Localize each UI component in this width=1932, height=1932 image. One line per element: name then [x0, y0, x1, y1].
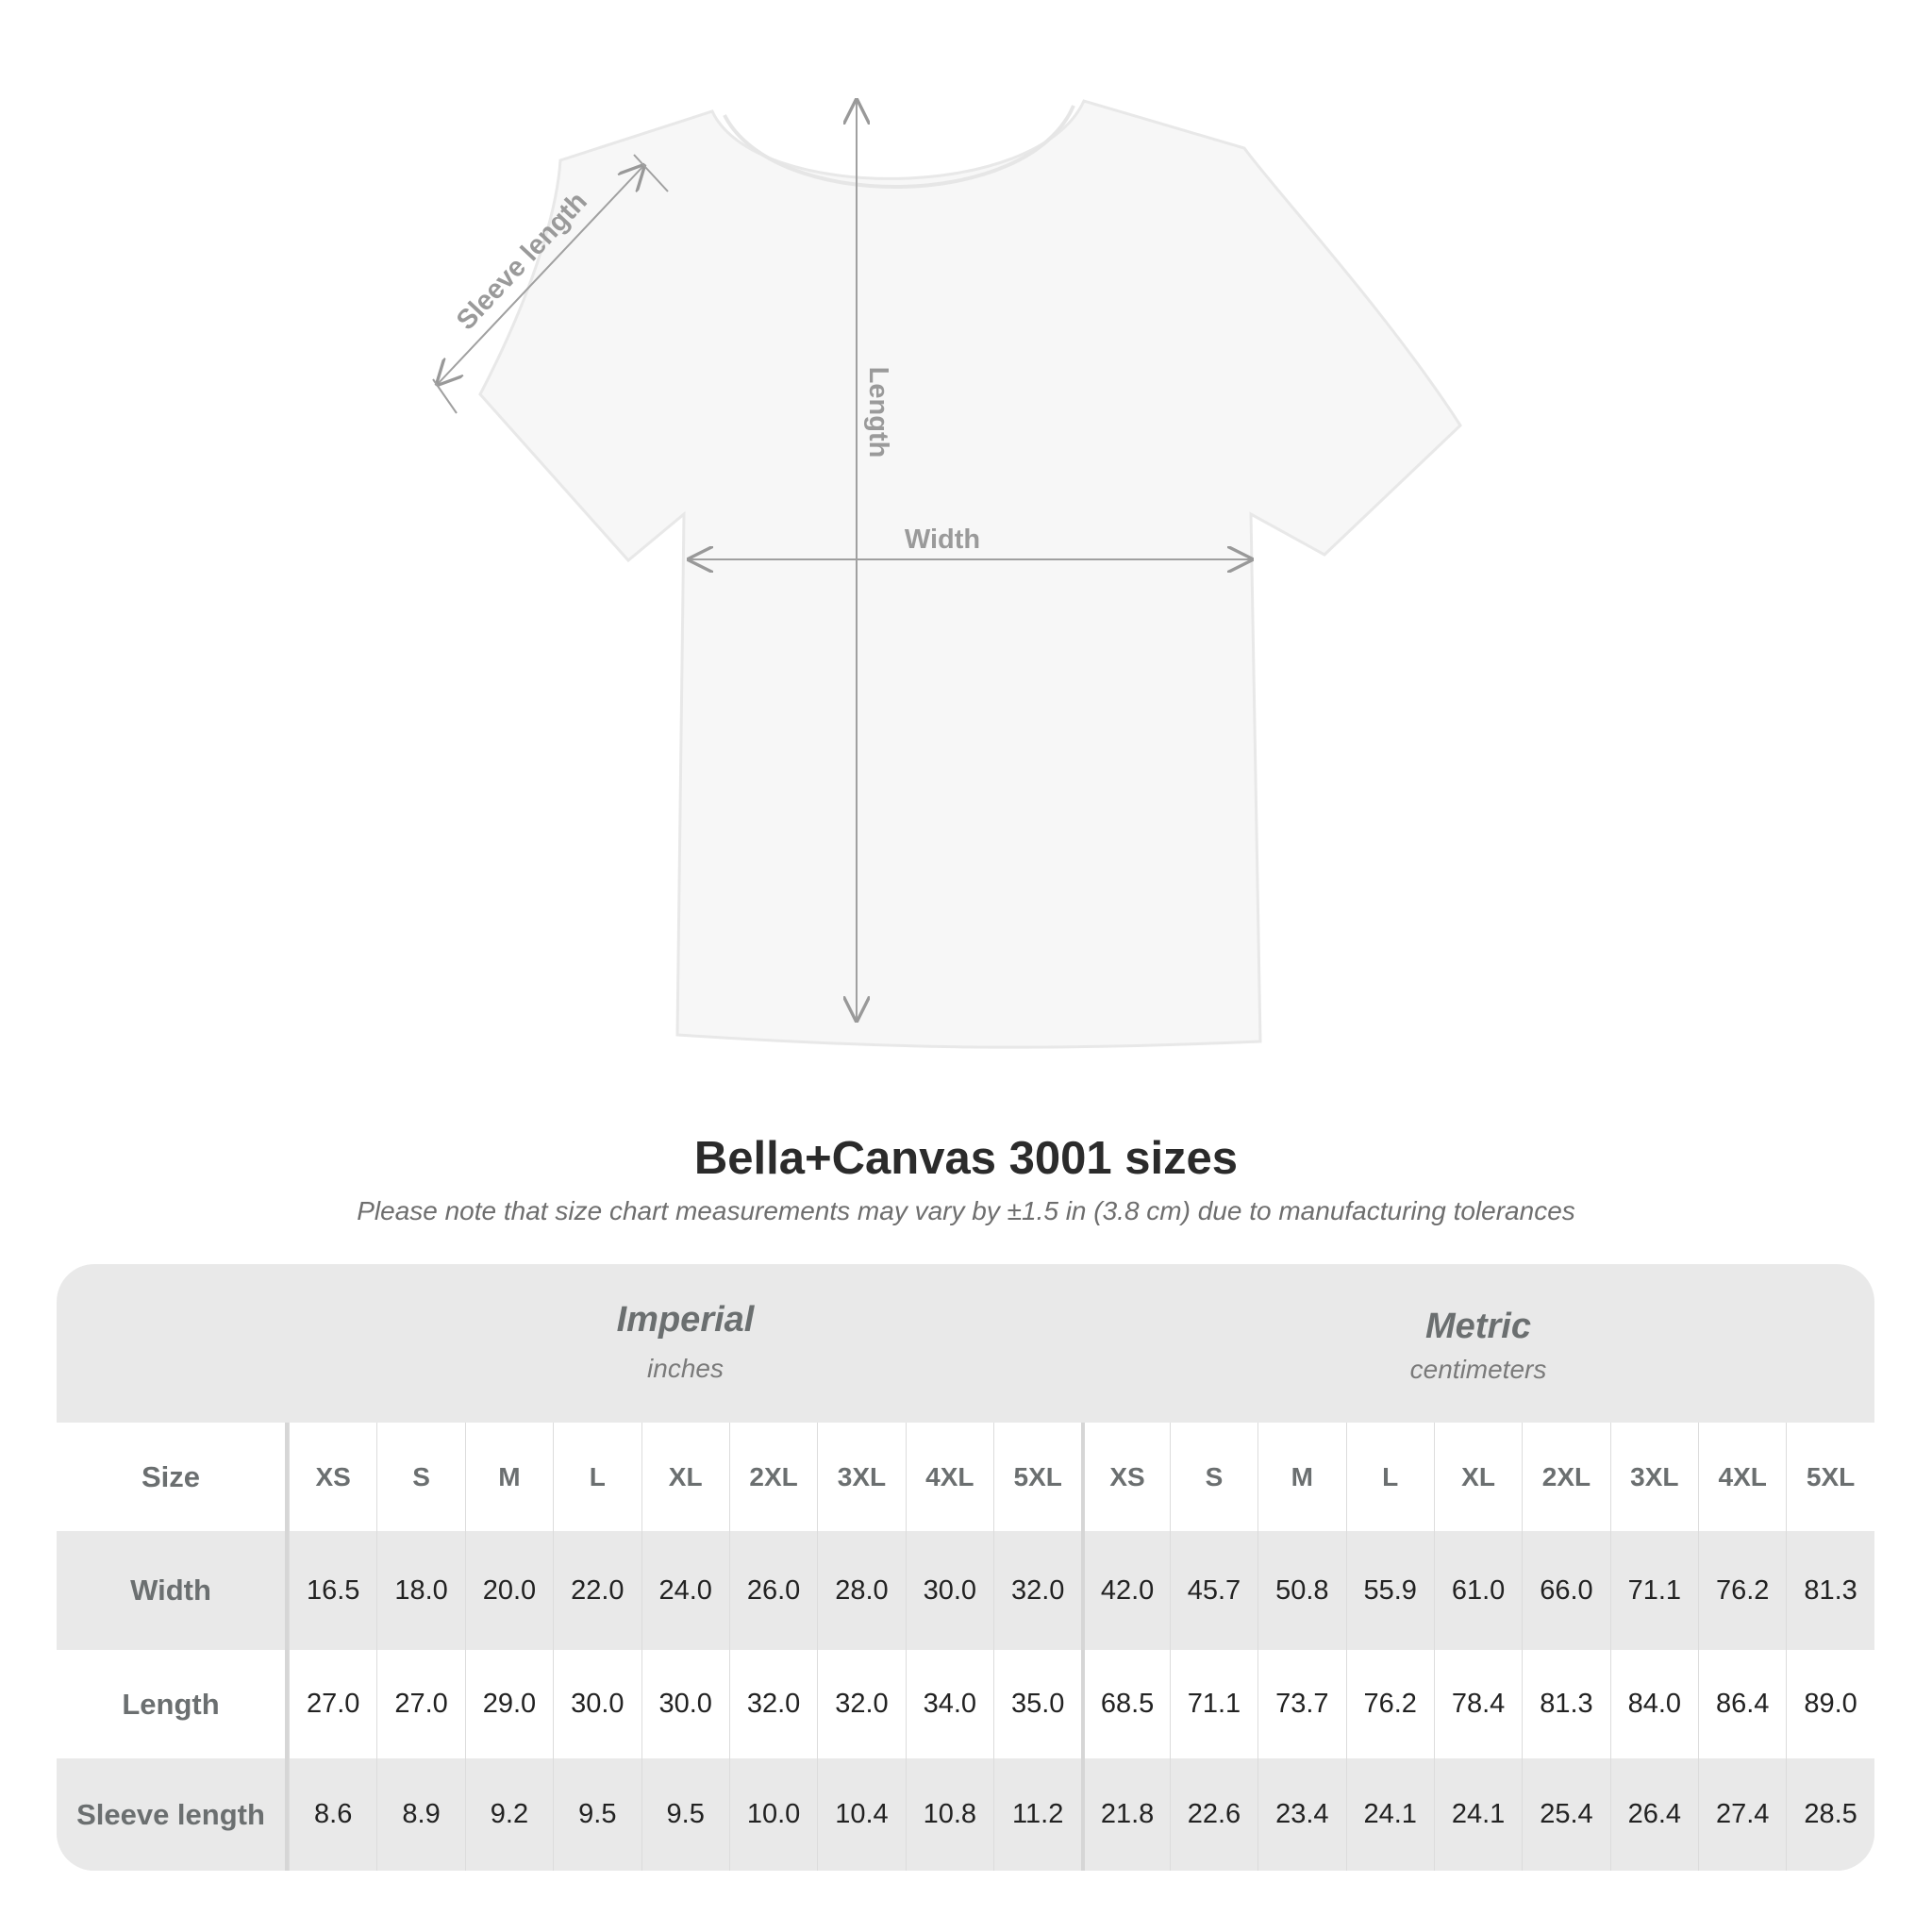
imperial-value-cell: 35.0 — [993, 1650, 1081, 1758]
imperial-value-cell: 8.6 — [289, 1758, 376, 1871]
metric-value-cell: 81.3 — [1786, 1531, 1874, 1650]
metric-size-header: 3XL — [1609, 1423, 1698, 1531]
imperial-value-cell: 10.8 — [905, 1758, 993, 1871]
metric-value-cell: 71.1 — [1609, 1531, 1698, 1650]
metric-size-header: 4XL — [1698, 1423, 1786, 1531]
imperial-value-cell: 28.0 — [817, 1531, 905, 1650]
metric-value-cell: 76.2 — [1345, 1650, 1434, 1758]
metric-value-cell: 71.1 — [1169, 1650, 1257, 1758]
imperial-value-cell: 26.0 — [728, 1531, 817, 1650]
page-title: Bella+Canvas 3001 sizes — [693, 1133, 1239, 1184]
metric-header: Metric centimeters — [1082, 1264, 1874, 1423]
metric-value-cell: 84.0 — [1609, 1650, 1698, 1758]
imperial-value-cell: 29.0 — [464, 1650, 553, 1758]
imperial-size-header: 2XL — [728, 1423, 817, 1531]
imperial-value-cell: 30.0 — [905, 1531, 993, 1650]
row-label: Sleeve length — [57, 1758, 289, 1871]
metric-size-header: 5XL — [1786, 1423, 1874, 1531]
metric-value-cell: 24.1 — [1433, 1758, 1522, 1871]
imperial-size-header: L — [553, 1423, 641, 1531]
imperial-value-cell: 24.0 — [641, 1531, 729, 1650]
imperial-value-cell: 9.5 — [553, 1758, 641, 1871]
metric-value-cell: 24.1 — [1345, 1758, 1434, 1871]
imperial-size-header: XS — [289, 1423, 376, 1531]
imperial-value-cell: 32.0 — [728, 1650, 817, 1758]
imperial-value-cell: 22.0 — [553, 1531, 641, 1650]
metric-value-cell: 42.0 — [1081, 1531, 1169, 1650]
metric-value-cell: 45.7 — [1169, 1531, 1257, 1650]
width-label: Width — [905, 525, 980, 555]
imperial-size-header: 3XL — [817, 1423, 905, 1531]
length-label: Length — [863, 367, 893, 458]
imperial-value-cell: 8.9 — [376, 1758, 464, 1871]
imperial-value-cell: 18.0 — [376, 1531, 464, 1650]
metric-size-header: L — [1345, 1423, 1434, 1531]
imperial-size-header: S — [376, 1423, 464, 1531]
metric-value-cell: 89.0 — [1786, 1650, 1874, 1758]
metric-value-cell: 28.5 — [1786, 1758, 1874, 1871]
metric-value-cell: 61.0 — [1433, 1531, 1522, 1650]
metric-value-cell: 25.4 — [1522, 1758, 1609, 1871]
row-label: Length — [57, 1650, 289, 1758]
metric-label: Metric — [1425, 1307, 1531, 1346]
metric-value-cell: 55.9 — [1345, 1531, 1434, 1650]
metric-size-header: S — [1169, 1423, 1257, 1531]
imperial-value-cell: 30.0 — [641, 1650, 729, 1758]
metric-value-cell: 78.4 — [1433, 1650, 1522, 1758]
imperial-value-cell: 16.5 — [289, 1531, 376, 1650]
table-row: Width 16.5 18.0 20.0 22.0 24.0 26.0 28.0 30.0 32.… — [57, 1531, 1874, 1650]
metric-value-cell: 76.2 — [1698, 1531, 1786, 1650]
imperial-value-cell: 34.0 — [905, 1650, 993, 1758]
imperial-value-cell: 20.0 — [464, 1531, 553, 1650]
tolerance-note: Please note that size chart measurements… — [357, 1196, 1575, 1225]
tshirt-image — [478, 99, 1462, 1049]
metric-value-cell: 81.3 — [1522, 1650, 1609, 1758]
imperial-unit: inches — [647, 1354, 724, 1383]
table-row: Sleeve length 8.6 8.9 9.2 9.5 9.5 10.0 10.4 10.8… — [57, 1758, 1874, 1871]
imperial-value-cell: 11.2 — [993, 1758, 1081, 1871]
metric-value-cell: 50.8 — [1257, 1531, 1345, 1650]
tshirt-measurement-diagram: Sleeve length Length Width — [432, 0, 1462, 1049]
imperial-value-cell: 9.5 — [641, 1758, 729, 1871]
imperial-value-cell: 32.0 — [993, 1531, 1081, 1650]
imperial-size-header: 4XL — [905, 1423, 993, 1531]
metric-value-cell: 68.5 — [1081, 1650, 1169, 1758]
metric-unit: centimeters — [1409, 1355, 1547, 1384]
metric-size-header: M — [1257, 1423, 1345, 1531]
table-row: Length 27.0 27.0 29.0 30.0 30.0 32.0 32.0 34.0 35… — [57, 1650, 1874, 1758]
imperial-value-cell: 30.0 — [553, 1650, 641, 1758]
imperial-size-header: 5XL — [993, 1423, 1081, 1531]
size-header-row: Size XS S M L XL 2XL 3XL 4XL 5XL XS S M L XL 2XL 3XL 4XL 5… — [57, 1423, 1874, 1531]
imperial-size-header: M — [464, 1423, 553, 1531]
imperial-value-cell: 27.0 — [289, 1650, 376, 1758]
metric-value-cell: 26.4 — [1609, 1758, 1698, 1871]
metric-value-cell: 21.8 — [1081, 1758, 1169, 1871]
imperial-label: Imperial — [616, 1300, 755, 1340]
imperial-value-cell: 27.0 — [376, 1650, 464, 1758]
imperial-value-cell: 10.4 — [817, 1758, 905, 1871]
imperial-size-header: XL — [641, 1423, 729, 1531]
row-label: Size — [57, 1423, 289, 1531]
imperial-value-cell: 9.2 — [464, 1758, 553, 1871]
sleeve-length-arrow — [438, 166, 643, 384]
metric-size-header: 2XL — [1522, 1423, 1609, 1531]
metric-value-cell: 86.4 — [1698, 1650, 1786, 1758]
imperial-value-cell: 32.0 — [817, 1650, 905, 1758]
metric-value-cell: 27.4 — [1698, 1758, 1786, 1871]
imperial-header: Imperial inches — [289, 1264, 1082, 1423]
row-label: Width — [57, 1531, 289, 1650]
metric-size-header: XS — [1081, 1423, 1169, 1531]
imperial-value-cell: 10.0 — [728, 1758, 817, 1871]
metric-value-cell: 22.6 — [1169, 1758, 1257, 1871]
metric-value-cell: 66.0 — [1522, 1531, 1609, 1650]
size-chart-table: Imperial inches Metric centimeters Size X… — [57, 1264, 1874, 1871]
metric-size-header: XL — [1433, 1423, 1522, 1531]
metric-value-cell: 73.7 — [1257, 1650, 1345, 1758]
metric-value-cell: 23.4 — [1257, 1758, 1345, 1871]
